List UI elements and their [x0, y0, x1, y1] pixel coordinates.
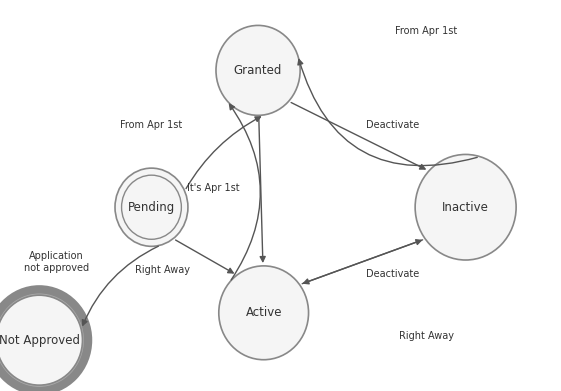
FancyArrowPatch shape	[302, 240, 421, 284]
FancyArrowPatch shape	[186, 117, 260, 188]
Text: From Apr 1st: From Apr 1st	[121, 120, 182, 130]
FancyArrowPatch shape	[298, 59, 477, 166]
Text: Right Away: Right Away	[399, 331, 454, 341]
Text: Granted: Granted	[234, 64, 282, 77]
Text: Inactive: Inactive	[442, 201, 489, 214]
Text: Active: Active	[245, 306, 282, 319]
FancyArrowPatch shape	[259, 118, 265, 262]
Text: Deactivate: Deactivate	[366, 269, 419, 279]
Ellipse shape	[216, 25, 300, 115]
FancyArrowPatch shape	[229, 104, 260, 280]
Text: From Apr 1st: From Apr 1st	[396, 26, 457, 36]
FancyArrowPatch shape	[304, 240, 422, 284]
Text: Pending: Pending	[128, 201, 175, 214]
Ellipse shape	[115, 168, 188, 246]
Text: Deactivate: Deactivate	[366, 120, 419, 130]
FancyArrowPatch shape	[82, 246, 158, 325]
Ellipse shape	[0, 295, 82, 385]
Text: It's Apr 1st: It's Apr 1st	[187, 183, 240, 193]
Ellipse shape	[0, 289, 88, 391]
FancyArrowPatch shape	[176, 240, 233, 273]
Ellipse shape	[415, 154, 516, 260]
Ellipse shape	[219, 266, 309, 360]
Text: Not Approved: Not Approved	[0, 334, 80, 347]
FancyArrowPatch shape	[291, 102, 425, 169]
Text: Right Away: Right Away	[135, 265, 190, 275]
Text: Application
not approved: Application not approved	[24, 251, 89, 273]
